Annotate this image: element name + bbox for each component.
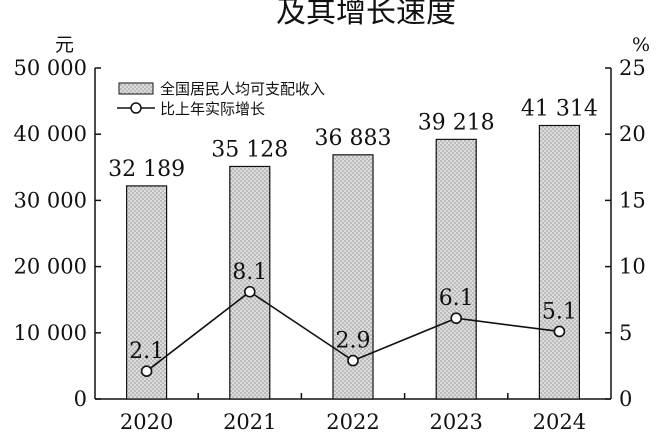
growth-value-label: 2.9 [336, 329, 371, 354]
bar-value-label: 39 218 [418, 110, 495, 135]
growth-value-label: 8.1 [232, 260, 267, 285]
y-right-tick-label: 0 [619, 387, 632, 411]
y-left-tick-label: 20 000 [14, 255, 87, 279]
x-tick-label: 2022 [326, 410, 379, 434]
y-right-unit: % [632, 34, 650, 56]
growth-point [450, 312, 463, 325]
bar [125, 185, 168, 400]
y-right-tick-label: 15 [619, 188, 646, 212]
bar-value-label: 32 189 [108, 157, 185, 182]
growth-point [347, 354, 359, 367]
growth-value-label: 5.1 [542, 299, 577, 324]
growth-point [244, 285, 256, 298]
y-right-tick-label: 25 [619, 56, 646, 80]
y-left-tick-label: 10 000 [14, 321, 87, 345]
growth-value-label: 2.1 [129, 339, 164, 364]
growth-line: 2.1 8.1 2.9 6.1 5.1 [129, 260, 577, 377]
bar-value-label: 36 883 [315, 126, 392, 151]
bars: 32 189 35 128 36 883 39 218 41 314 [108, 97, 598, 400]
x-tick-label: 2023 [429, 410, 482, 434]
bar-value-label: 41 314 [521, 97, 598, 122]
y-left-unit: 元 [55, 34, 74, 56]
y-left-tick-label: 50 000 [14, 56, 87, 80]
x-tick-label: 2020 [120, 410, 173, 434]
growth-point [553, 325, 566, 338]
bar [435, 138, 477, 400]
x-tick-label: 2021 [223, 410, 276, 434]
y-right-tick-label: 5 [619, 321, 632, 345]
x-tick-label: 2024 [533, 410, 586, 434]
bar [538, 124, 581, 400]
y-right-tick-label: 10 [619, 255, 646, 279]
chart-title: 及其增长速度 [276, 0, 456, 30]
bar-value-label: 35 128 [211, 137, 288, 162]
y-left-tick-label: 40 000 [14, 122, 87, 146]
legend-bar-label: 全国居民人均可支配收入 [160, 80, 325, 98]
legend: 全国居民人均可支配收入 比上年实际增长 [117, 80, 325, 118]
legend-line-label: 比上年实际增长 [160, 100, 265, 118]
y-left-tick-label: 0 [74, 387, 87, 411]
y-right-tick-label: 20 [619, 122, 646, 146]
legend-line-marker [130, 102, 142, 114]
growth-point [140, 365, 153, 377]
legend-bar-swatch [118, 82, 154, 95]
y-left-tick-label: 30 000 [14, 188, 87, 212]
growth-value-label: 6.1 [439, 286, 474, 311]
bar [229, 165, 271, 400]
